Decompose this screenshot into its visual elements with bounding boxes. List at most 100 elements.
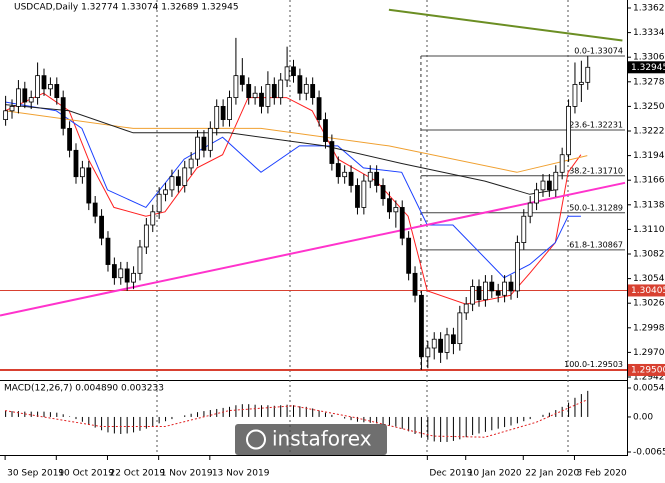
trendline: [388, 8, 623, 42]
candle-body: [546, 180, 552, 191]
candle-body: [67, 127, 72, 151]
candle-body: [239, 75, 245, 85]
candle-body: [284, 66, 290, 81]
candle-body: [111, 264, 117, 279]
price-box: [628, 284, 665, 297]
candle-body: [246, 84, 252, 99]
candle-body: [169, 176, 175, 191]
watermark: instaforex: [272, 427, 372, 451]
candle-body: [303, 84, 309, 94]
x-tick-label: 1 Nov 2019: [161, 469, 213, 479]
candle-body: [431, 338, 437, 349]
candle-body: [495, 290, 501, 296]
price-box: [628, 363, 665, 376]
candle-body: [521, 215, 527, 243]
macd-tick-label: 0.00: [633, 412, 653, 422]
chart-header: USDCAD,Daily 1.32774 1.33074 1.32689 1.3…: [14, 3, 239, 13]
fib-label: 61.8-1.30867: [569, 240, 623, 249]
candle-body: [9, 106, 15, 112]
macd-tick-label: -0.006585: [633, 448, 665, 458]
candle-body: [329, 141, 335, 164]
candle-body: [99, 215, 104, 239]
candle-body: [489, 281, 495, 292]
y-tick-label: 1.32220: [633, 127, 665, 137]
candle-body: [92, 202, 98, 217]
candle-body: [463, 303, 469, 314]
fib-label: 100.0-1.29503: [564, 360, 623, 369]
candle-body: [335, 163, 341, 178]
y-tick-label: 1.32780: [633, 77, 665, 87]
candle-body: [47, 84, 53, 90]
candle-body: [201, 136, 207, 151]
candle-body: [3, 110, 9, 120]
candle-body: [28, 97, 34, 103]
candle-body: [131, 272, 136, 283]
candle-body: [271, 84, 277, 99]
candle-body: [399, 207, 405, 239]
candle-body: [559, 154, 565, 173]
fib-label: 38.2-1.31710: [569, 166, 623, 175]
candle-body: [54, 84, 60, 99]
candle-body: [105, 237, 111, 265]
indicator-line: [4, 92, 582, 305]
candle-body: [527, 202, 533, 217]
x-tick-label: 10 Oct 2019: [58, 469, 114, 479]
y-tick-label: 1.30820: [633, 250, 665, 260]
price-label: 1.32945: [631, 63, 665, 73]
candle-body: [41, 75, 47, 90]
candle-body: [355, 185, 360, 208]
candle-body: [323, 119, 328, 142]
candle-body: [73, 149, 79, 178]
candle-body: [233, 75, 239, 99]
candle-body: [259, 92, 264, 107]
price-box: [628, 61, 665, 74]
candle-body: [457, 312, 463, 345]
candle-body: [252, 92, 258, 99]
candle-body: [412, 272, 418, 296]
candle-body: [419, 294, 424, 358]
y-tick-label: 1.31940: [633, 151, 665, 161]
candle-body: [156, 193, 162, 213]
candle-body: [316, 97, 322, 120]
candle-body: [451, 334, 456, 345]
candle-body: [60, 97, 66, 129]
price-label: 1.30405: [631, 286, 665, 296]
y-tick-label: 1.30540: [633, 274, 665, 284]
candle-body: [483, 281, 488, 301]
candle-body: [393, 207, 399, 213]
x-tick-label: 22 Jan 2020: [525, 469, 579, 479]
candle-body: [470, 286, 476, 305]
y-tick-label: 1.32500: [633, 102, 665, 112]
candle-body: [514, 242, 520, 292]
candle-body: [476, 286, 482, 301]
y-tick-label: 1.31660: [633, 176, 665, 186]
candle-body: [188, 158, 194, 169]
indicator-line: [5, 101, 581, 279]
y-tick-label: 1.30260: [633, 299, 665, 309]
y-tick-label: 1.29980: [633, 323, 665, 333]
y-tick-label: 1.33060: [633, 53, 665, 63]
y-tick-label: 1.29420: [633, 373, 665, 383]
candle-body: [291, 66, 296, 77]
y-tick-label: 1.31100: [633, 225, 665, 235]
x-tick-label: 22 Oct 2019: [109, 469, 165, 479]
price-label: 1.29500: [631, 365, 665, 375]
y-tick-label: 1.33620: [633, 4, 665, 14]
candle-body: [438, 338, 444, 353]
candle-body: [22, 88, 28, 103]
x-tick-label: 3 Feb 2020: [576, 469, 627, 479]
macd-signal: [5, 399, 588, 438]
y-tick-label: 1.31380: [633, 200, 665, 210]
candle-body: [124, 268, 130, 283]
candle-body: [195, 136, 200, 160]
candle-body: [566, 106, 571, 156]
candle-body: [220, 106, 226, 120]
candle-body: [278, 79, 284, 99]
candle-body: [182, 167, 188, 186]
candle-body: [265, 84, 271, 107]
fib-label: 50.0-1.31289: [569, 203, 623, 212]
candle-body: [297, 75, 303, 94]
candle-body: [79, 167, 85, 178]
